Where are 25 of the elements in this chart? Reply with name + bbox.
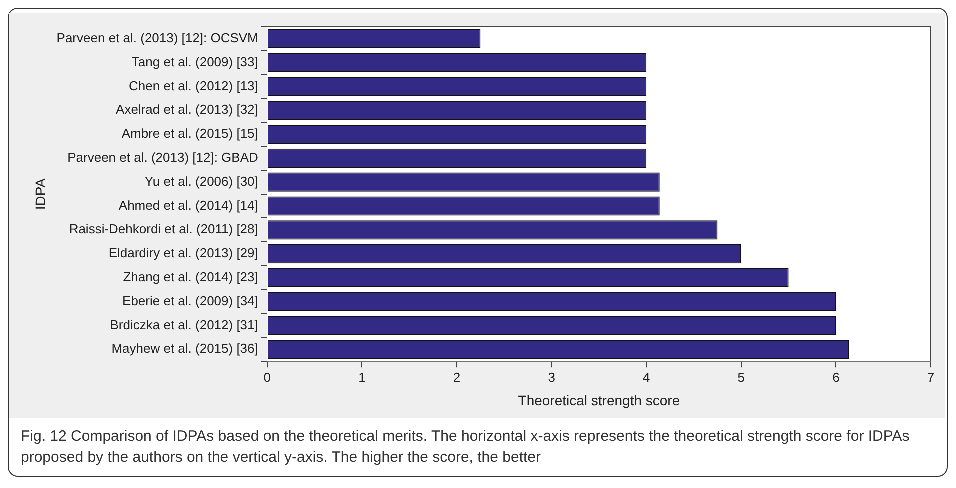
y-tick-label: Ambre et al. (2015) [15] bbox=[122, 126, 258, 142]
x-tick-label: 1 bbox=[358, 370, 366, 385]
y-tick-label: Parveen et al. (2013) [12]: GBAD bbox=[68, 150, 258, 166]
y-tick-label: Chen et al. (2012) [13] bbox=[129, 78, 258, 94]
y-tick-label: Brdiczka et al. (2012) [31] bbox=[110, 317, 258, 332]
x-tick-label: 7 bbox=[927, 370, 935, 385]
y-tick-label: Mayhew et al. (2015) [36] bbox=[112, 341, 258, 356]
x-tick-label: 4 bbox=[642, 370, 650, 385]
x-tick-label: 3 bbox=[548, 370, 556, 385]
y-tick-label: Parveen et al. (2013) [12]: OCSVM bbox=[56, 30, 258, 46]
y-tick-label: Eberie et al. (2009) [34] bbox=[122, 293, 258, 308]
y-axis-title: IDPA bbox=[32, 178, 48, 210]
y-tick-label: Yu et al. (2006) [30] bbox=[144, 174, 258, 189]
x-tick-label: 2 bbox=[453, 370, 461, 385]
y-tick-label: Zhang et al. (2014) [23] bbox=[123, 270, 258, 285]
y-tick-label: Ahmed et al. (2014) [14] bbox=[118, 198, 258, 213]
y-tick-label: Eldardiry et al. (2013) [29] bbox=[108, 246, 258, 261]
y-tick-label: Tang et al. (2009) [33] bbox=[132, 54, 258, 70]
x-tick-label: 0 bbox=[264, 370, 272, 385]
caption: Fig. 12 Comparison of IDPAs based on the theoretical merits. The horizontal x-axis represents the theoretical strength score for IDPAs proposed by the authors on the vertical y-axis. The higher the score, the better bbox=[20, 427, 911, 468]
y-tick-label: Axelrad et al. (2013) [32] bbox=[116, 102, 258, 118]
x-axis-title: Theoretical strength score bbox=[518, 392, 680, 408]
x-tick-label: 6 bbox=[832, 370, 840, 385]
y-tick-label: Raissi-Dehkordi et al. (2011) [28] bbox=[69, 222, 258, 237]
x-tick-label: 5 bbox=[738, 370, 746, 385]
